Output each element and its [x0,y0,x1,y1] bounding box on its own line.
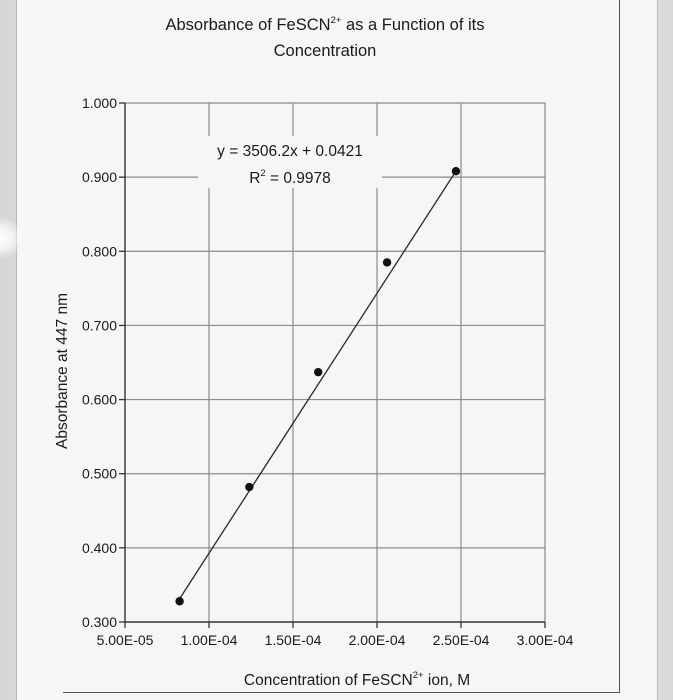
paper-sheet [16,0,658,700]
y-tick-label: 1.000 [82,95,117,111]
annotation-backdrop [198,136,382,188]
axes [119,102,546,628]
tick-labels: 0.300 0.400 0.500 0.600 0.700 0.800 0.900 1.000… [82,95,574,648]
trendline-group [179,170,457,600]
trendline [179,170,457,600]
trendline-r-squared: R2 = 0.9978 [249,168,331,187]
x-tick-label: 5.00E-05 [97,632,154,648]
x-tick-label: 2.50E-04 [433,632,490,648]
y-tick-label: 0.400 [82,540,117,556]
y-tick-label: 0.900 [82,169,117,185]
y-tick-label: 0.800 [82,243,117,259]
y-tick-label: 0.500 [82,466,117,482]
y-tick-label: 0.300 [82,614,117,630]
data-point [451,167,461,176]
y-tick-label: 0.600 [82,392,117,408]
data-point [245,482,254,492]
chart-title-line2: Concentration [274,42,377,60]
data-point [175,597,184,606]
x-tick-label: 1.00E-04 [181,632,238,648]
data-point [382,258,392,267]
trendline-equation: y = 3506.2x + 0.0421 [217,143,363,160]
x-tick-label: 2.00E-04 [349,632,406,648]
data-point [314,367,323,377]
x-tick-label: 3.00E-04 [517,632,574,648]
chart-frame [63,0,620,693]
x-tick-label: 1.50E-04 [265,632,322,648]
data-points [175,167,461,606]
y-tick-label: 0.700 [82,317,117,333]
chart-title-line1: Absorbance of FeSCN2+ as a Function of i… [165,15,484,34]
y-axis-label: Absorbance at 447 nm [54,293,71,449]
light-glare [0,218,22,258]
x-axis-label: Concentration of FeSCN2+ ion, M [244,670,470,689]
